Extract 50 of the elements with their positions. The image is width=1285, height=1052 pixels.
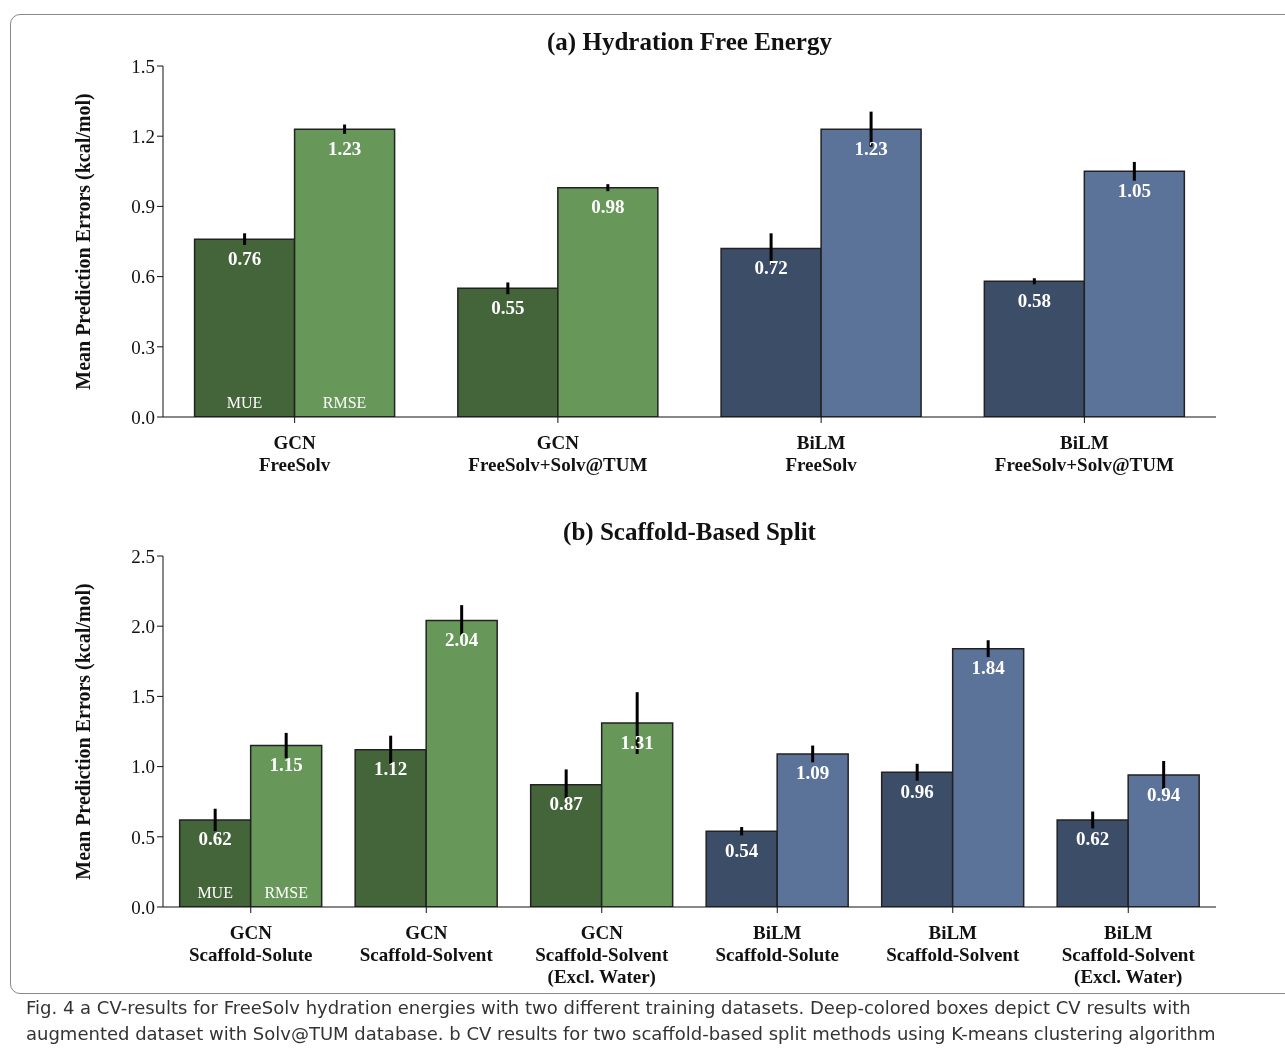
y-tick-label: 1.5 [131, 686, 155, 708]
y-axis-title: Mean Prediction Errors (kcal/mol) [72, 93, 96, 390]
series-label: MUE [226, 394, 263, 411]
data-label: 0.87 [549, 793, 584, 815]
chart-title: (a) Hydration Free Energy [546, 28, 833, 56]
data-label: 0.72 [754, 257, 788, 279]
y-tick-label: 1.0 [131, 756, 155, 778]
x-tick-label: GCN FreeSolv [258, 432, 331, 475]
data-label: 1.05 [1117, 179, 1151, 201]
x-tick-label: BiLM Scaffold-Solute [715, 922, 839, 965]
data-label: 2.04 [445, 629, 479, 651]
x-tick-label: GCN FreeSolv+Solv@TUM [468, 432, 648, 475]
x-tick-label: BiLM FreeSolv+Solv@TUM [994, 432, 1174, 475]
data-label: 0.96 [900, 780, 934, 802]
caption: Fig. 4 a CV-results for FreeSolv hydration energies with two different training datasets. Deep-colored boxes depict CV results with augmented dataset with Solv@TUM database. b CV results for two scaffold-based split methods using K-means clustering algorithm [26, 996, 1217, 1046]
data-label: 1.12 [374, 758, 408, 780]
data-label: 0.54 [725, 839, 759, 861]
data-label: 0.62 [1076, 828, 1110, 850]
data-label: 1.23 [327, 137, 362, 159]
data-label: 1.23 [854, 137, 888, 159]
y-tick-label: 0.6 [131, 266, 155, 288]
series-label: RMSE [264, 884, 308, 901]
x-tick-label: BiLM Scaffold-Solvent (Excl. Water) [1061, 922, 1196, 988]
y-tick-label: 2.0 [131, 615, 155, 637]
data-label: 0.94 [1147, 783, 1181, 805]
x-tick-label: BiLM Scaffold-Solvent [886, 922, 1020, 965]
data-label: 1.15 [269, 754, 303, 776]
y-tick-label: 0.5 [131, 826, 155, 848]
data-label: 1.84 [971, 657, 1006, 679]
data-label: 0.62 [198, 828, 232, 850]
data-label: 1.09 [796, 762, 830, 784]
y-tick-label: 0.0 [131, 406, 155, 428]
x-tick-label: GCN Scaffold-Solute [189, 922, 313, 965]
data-label: 0.55 [491, 296, 525, 318]
y-axis-title: Mean Prediction Errors (kcal/mol) [72, 583, 96, 880]
series-label: RMSE [322, 394, 367, 411]
x-tick-label: BiLM FreeSolv [785, 432, 858, 475]
y-tick-label: 2.5 [131, 545, 155, 567]
y-tick-label: 1.2 [131, 125, 155, 147]
data-label: 0.58 [1017, 289, 1051, 311]
y-tick-label: 0.9 [131, 196, 155, 218]
x-tick-label: GCN Scaffold-Solvent (Excl. Water) [535, 922, 669, 988]
series-label: MUE [197, 884, 233, 901]
data-label: 0.76 [227, 247, 262, 269]
data-label: 0.98 [591, 196, 625, 218]
chart-title: (b) Scaffold-Based Split [562, 518, 817, 546]
x-tick-label: GCN Scaffold-Solvent [359, 922, 494, 965]
y-tick-label: 0.3 [131, 336, 155, 358]
y-tick-label: 1.5 [131, 55, 155, 77]
y-tick-label: 0.0 [131, 896, 155, 918]
